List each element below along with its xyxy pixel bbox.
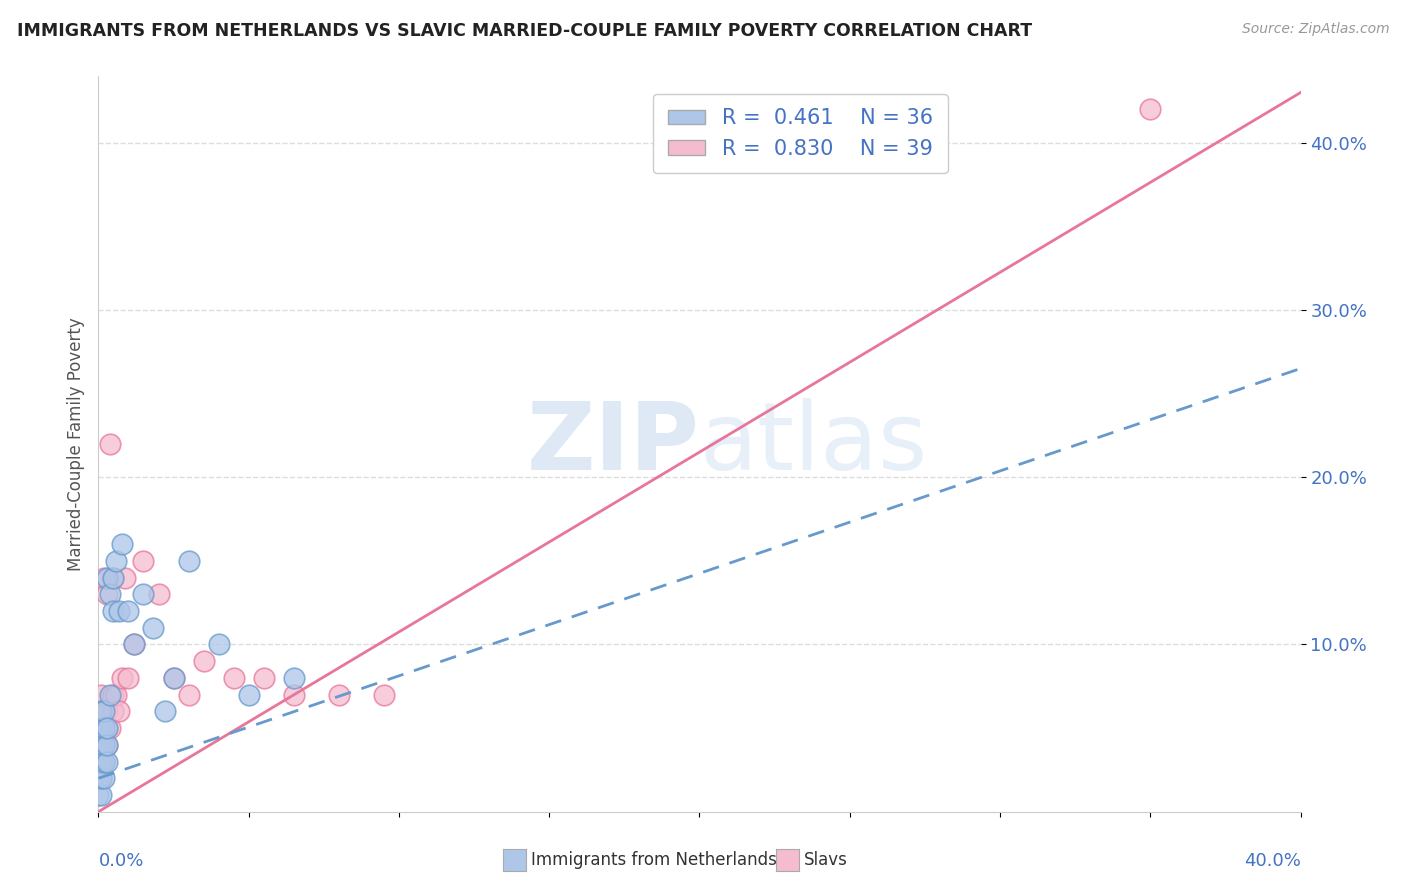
Text: 40.0%: 40.0% [1244, 852, 1301, 871]
Point [90, 721, 112, 735]
Text: Source: ZipAtlas.com: Source: ZipAtlas.com [1241, 22, 1389, 37]
Point [100, 688, 122, 702]
Point [253, 671, 276, 685]
Point [93, 755, 115, 769]
Point [141, 621, 163, 635]
Point [93, 721, 115, 735]
Point [96, 571, 118, 585]
Point [90, 738, 112, 752]
Point [93, 755, 115, 769]
Point [103, 705, 125, 719]
Point [96, 721, 118, 735]
Point [90, 771, 112, 786]
Point [111, 537, 134, 551]
Point [93, 571, 115, 585]
Point [96, 755, 118, 769]
Point [90, 738, 112, 752]
Point [93, 705, 115, 719]
Point [148, 587, 170, 601]
Text: ZIP: ZIP [527, 398, 699, 490]
Point [328, 688, 350, 702]
Point [100, 587, 122, 601]
Point [96, 721, 118, 735]
Point [222, 671, 245, 685]
Point [105, 554, 128, 568]
Point [283, 688, 305, 702]
Point [90, 788, 112, 802]
Point [87, 771, 110, 786]
Point [103, 571, 125, 585]
Point [90, 705, 112, 719]
Point [177, 554, 200, 568]
Point [87, 788, 110, 802]
Point [90, 705, 112, 719]
Point [96, 738, 118, 752]
Y-axis label: Married-Couple Family Poverty: Married-Couple Family Poverty [66, 317, 84, 571]
Point [90, 771, 112, 786]
Point [108, 604, 131, 618]
Text: atlas: atlas [699, 398, 928, 490]
Text: IMMIGRANTS FROM NETHERLANDS VS SLAVIC MARRIED-COUPLE FAMILY POVERTY CORRELATION : IMMIGRANTS FROM NETHERLANDS VS SLAVIC MA… [17, 22, 1032, 40]
Point [90, 755, 112, 769]
Legend: R =  0.461    N = 36, R =  0.830    N = 39: R = 0.461 N = 36, R = 0.830 N = 39 [652, 94, 948, 173]
Point [132, 554, 155, 568]
Point [87, 771, 110, 786]
Text: Slavs: Slavs [804, 851, 848, 869]
Point [162, 671, 184, 685]
Point [114, 571, 136, 585]
Point [153, 705, 176, 719]
Point [93, 705, 115, 719]
Point [90, 755, 112, 769]
Text: Immigrants from Netherlands: Immigrants from Netherlands [531, 851, 778, 869]
Point [93, 738, 115, 752]
Point [100, 721, 122, 735]
Point [177, 688, 200, 702]
Point [111, 671, 134, 685]
Point [87, 738, 110, 752]
Point [103, 604, 125, 618]
Point [103, 688, 125, 702]
Point [96, 738, 118, 752]
Point [162, 671, 184, 685]
Point [93, 771, 115, 786]
Point [373, 688, 395, 702]
Point [238, 688, 260, 702]
Point [100, 436, 122, 450]
Point [124, 637, 146, 651]
Point [124, 637, 146, 651]
Point [1139, 102, 1161, 116]
Point [103, 571, 125, 585]
Point [108, 705, 131, 719]
Point [90, 738, 112, 752]
Point [132, 587, 155, 601]
Point [283, 671, 305, 685]
Text: 0.0%: 0.0% [98, 852, 143, 871]
Point [105, 688, 128, 702]
Point [117, 671, 139, 685]
Point [93, 738, 115, 752]
Point [193, 654, 215, 668]
Point [96, 705, 118, 719]
Point [90, 755, 112, 769]
Point [117, 604, 139, 618]
Point [96, 587, 118, 601]
Point [90, 688, 112, 702]
Point [208, 637, 231, 651]
Point [90, 721, 112, 735]
Point [93, 721, 115, 735]
